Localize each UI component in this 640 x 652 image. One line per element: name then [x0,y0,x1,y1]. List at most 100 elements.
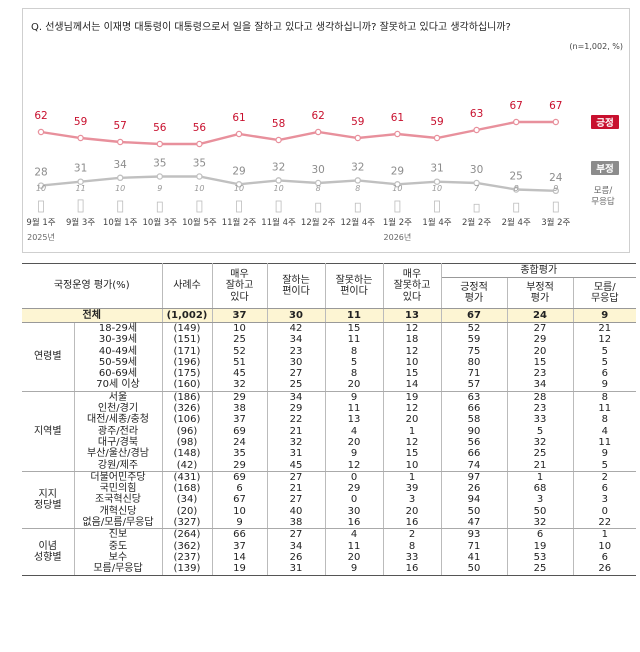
segment-value: 29 [212,391,268,404]
segment-value: 25 [267,379,326,392]
segment-sample: (148) [162,448,213,460]
segment-value: 9 [601,448,608,460]
table-row: 지역별 서울 (186) 29 34 9 19 63 28 8 [22,391,636,472]
chart-title: Q. 선생님께서는 이재명 대통령이 대통령으로서 일을 잘하고 있다고 생각하… [31,20,511,33]
segment-value: 67 [212,494,268,506]
positive-value-label: 61 [391,112,404,124]
segment-label: 중도 [74,540,163,552]
x-tick-label: 1월 4주 [422,217,451,228]
unknown-value-label: 10 [234,184,244,193]
segment-value: 35 [212,448,268,460]
negative-point [512,186,520,193]
unknown-value-label: 9 [157,184,162,193]
segment-value: 8 [601,414,608,426]
segment-sample: (149) [162,322,213,335]
unknown-bar [236,200,242,213]
positive-value-label: 62 [312,110,325,122]
segment-value: 68 [507,483,574,495]
segment-label: 진보 [74,528,163,541]
segment-value: 3 [383,494,442,506]
segment-value: 12 [325,459,384,472]
positive-value-label: 56 [153,122,167,134]
header-very-bad: 매우 잘못하고 있다 [383,263,442,309]
segment-value: 22 [267,414,326,426]
segment-value: 8 [383,540,442,552]
segment-sample: (34) [162,494,213,506]
positive-legend-tag: 긍정 [591,115,619,129]
unknown-bar [77,199,84,213]
segment-value: 5 [601,345,608,357]
negative-legend-swatch [591,161,619,175]
negative-value-label: 29 [391,165,404,177]
header-bad: 잘못하는 편이다 [325,263,384,309]
segment-value: 5 [325,356,384,369]
segment-value: 27 [507,322,574,335]
segment-value: 50 [507,505,574,518]
segment-value: 15 [383,368,442,380]
unknown-value-label: 7 [474,184,480,193]
segment-value: 11 [598,436,612,448]
x-tick-label: 9월 3주 [66,217,95,228]
segment-value: 6 [212,483,268,495]
segment-value: 23 [507,403,574,415]
positive-line [40,120,556,146]
negative-series: 28 31 34 35 35 29 32 30 32 29 31 30 25 24 부정 [34,158,619,195]
table-row: 30-39세 (151) 25 34 11 18 59 29 12 [22,334,636,346]
x-tick-label: 2월 2주 [462,217,491,228]
segment-value: 30 [325,505,384,518]
segment-value: 11 [325,334,384,346]
total-value: 30 [267,308,326,323]
total-value: 13 [383,308,442,323]
positive-value-label: 59 [74,116,87,128]
segment-value: 34 [267,540,326,552]
x-tick-label: 10월 1주 [103,217,138,228]
segment-value: 6 [601,483,608,495]
segment-sample: (431) [162,471,213,484]
negative-value-label: 32 [272,161,285,173]
table-row: 강원/제주 (42) 29 45 12 10 74 21 5 [22,459,636,472]
segment-sample: (196) [162,356,213,369]
segment-value: 9 [325,448,384,460]
unknown-bar [513,202,520,213]
segment-sample: (139) [162,563,213,576]
negative-value-label: 30 [470,164,483,176]
segment-value: 29 [325,483,384,495]
survey-table-wrap: 국정운영 평가(%) 사례수 매우 잘하고 있다 잘하는 편이다 잘못하는 편이… [22,263,636,576]
positive-point [314,128,322,136]
unknown-value-label: 10 [194,184,204,193]
x-tick-label: 12월 4주 [341,217,376,228]
approval-trend-chart: Q. 선생님께서는 이재명 대통령이 대통령으로서 일을 잘하고 있다고 생각하… [22,8,630,253]
header-negative: 부정적 평가 [507,277,574,309]
segment-value: 3 [601,494,608,506]
segment-value: 34 [267,334,326,346]
table-row: 대구/경북 (98) 24 32 20 12 56 32 11 [22,436,636,449]
segment-value: 0 [325,471,384,484]
positive-point [394,130,401,138]
positive-series: 62 59 57 56 56 61 58 62 59 61 59 63 67 67 긍정 [34,100,619,148]
segment-value: 12 [383,322,442,335]
segment-label: 70세 이상 [74,379,163,392]
segment-label: 18-29세 [74,322,163,335]
positive-value-label: 61 [232,112,245,124]
segment-value: 32 [267,436,326,449]
segment-value: 24 [212,436,268,449]
segment-value: 56 [441,436,508,449]
segment-value: 27 [267,471,326,484]
header-positive: 긍정적 평가 [441,277,508,309]
segment-value: 15 [383,448,442,460]
unknown-value-label: 8 [316,184,321,193]
unknown-value-label: 11 [76,184,86,193]
segment-value: 0 [325,494,384,506]
positive-point [156,140,164,148]
segment-sample: (264) [162,528,213,541]
segment-sample: (237) [162,551,213,564]
positive-point [552,118,560,126]
segment-sample: (96) [162,425,213,437]
segment-value: 19 [212,563,268,576]
segment-value: 2 [383,528,442,541]
x-tick-label: 1월 2주 [383,217,412,228]
segment-value: 11 [325,403,384,415]
segment-value: 71 [441,540,508,552]
negative-point [196,173,203,180]
segment-sample: (151) [162,334,213,346]
